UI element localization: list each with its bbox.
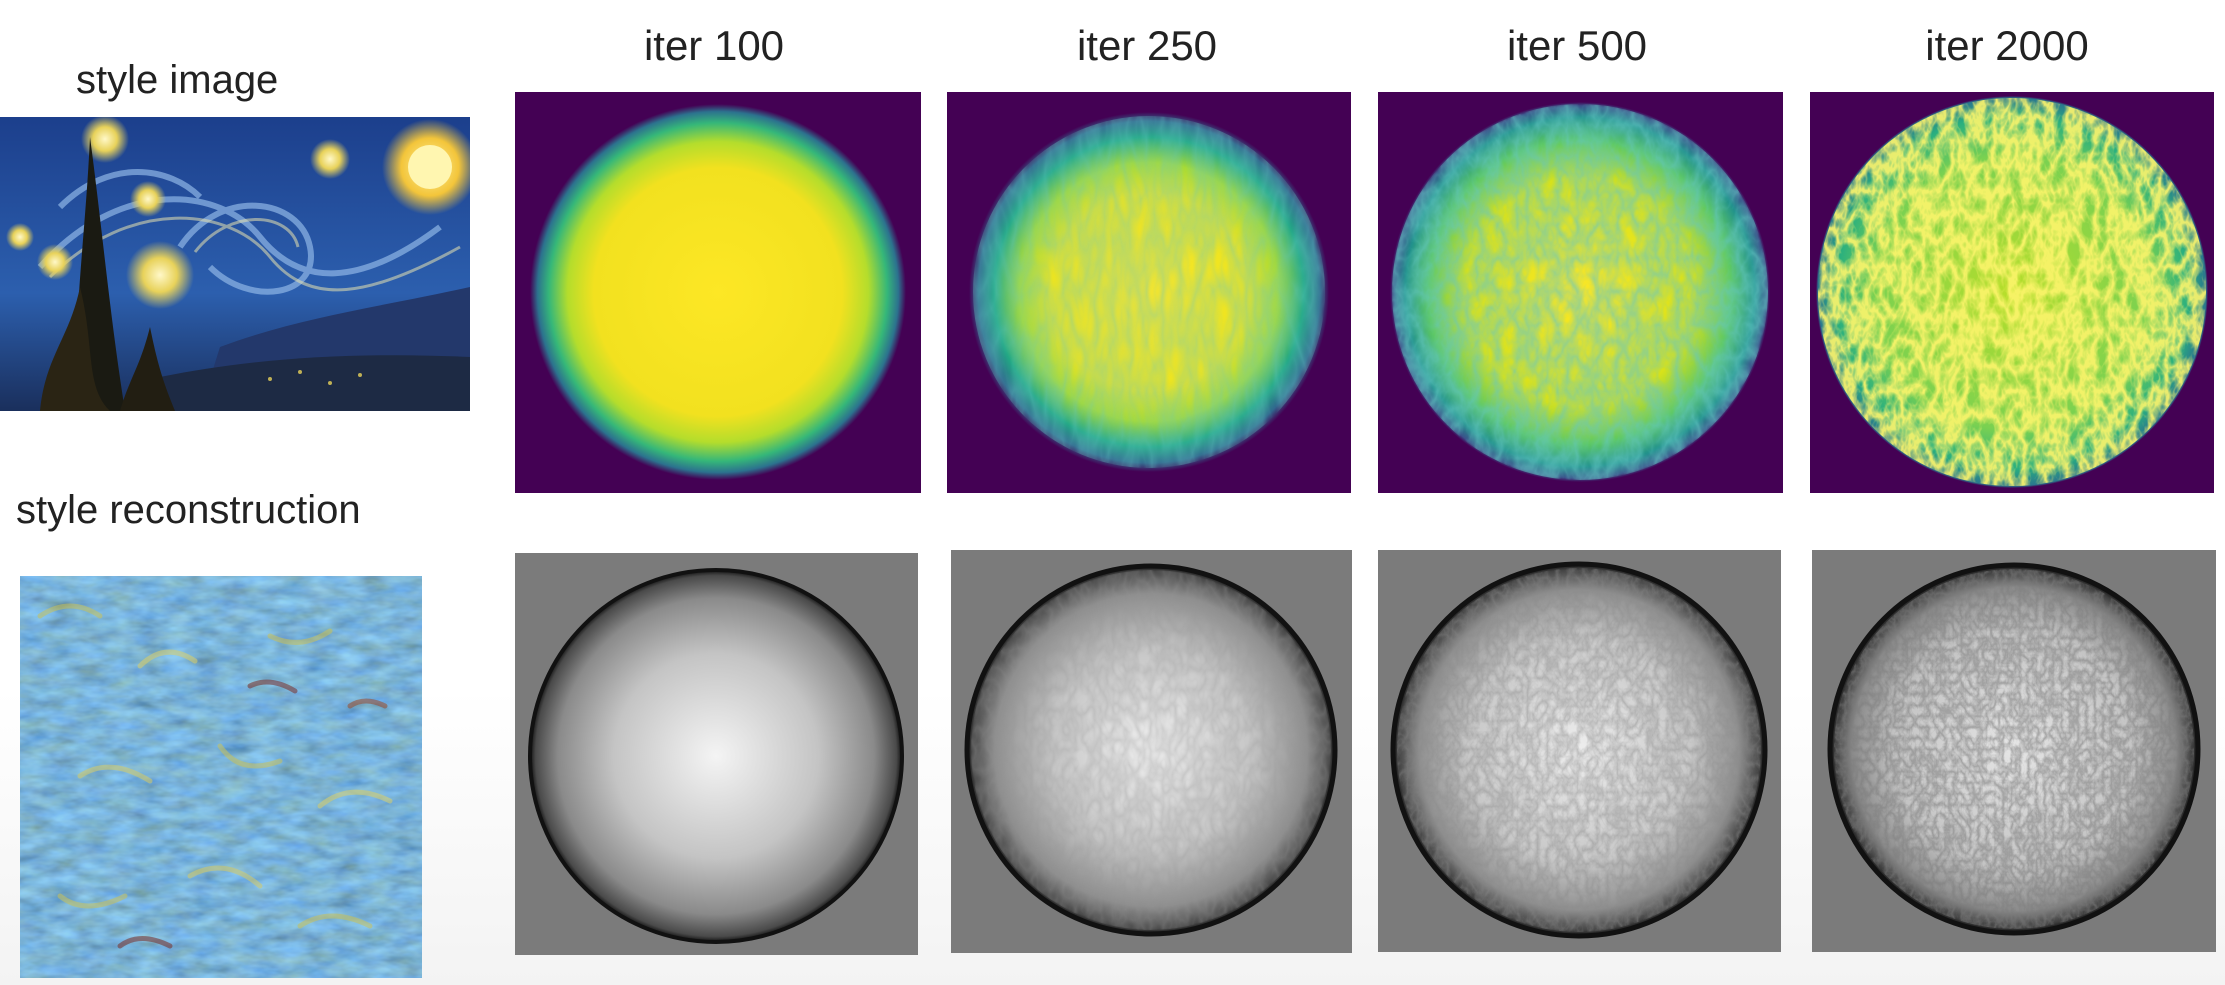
column-label-iter-250: iter 250 [1076,22,1218,69]
heatmap-iter-100 [515,92,921,493]
heatmap-iter-500 [1378,92,1783,493]
column-label-iter-100: iter 100 [643,22,785,69]
render-iter-250 [951,550,1352,953]
column-label-iter-2000: iter 2000 [1925,22,2089,69]
style-image-label: style image [76,58,279,102]
heatmap-iter-2000 [1810,92,2214,493]
style-reconstruction-label: style reconstruction [16,488,361,532]
column-label-iter-500: iter 500 [1506,22,1648,69]
render-iter-500 [1378,550,1781,952]
style-reconstruction-image [20,576,422,978]
style-image [0,117,470,411]
render-iter-100 [515,553,918,955]
render-iter-2000 [1812,550,2216,952]
heatmap-iter-250 [947,92,1351,493]
